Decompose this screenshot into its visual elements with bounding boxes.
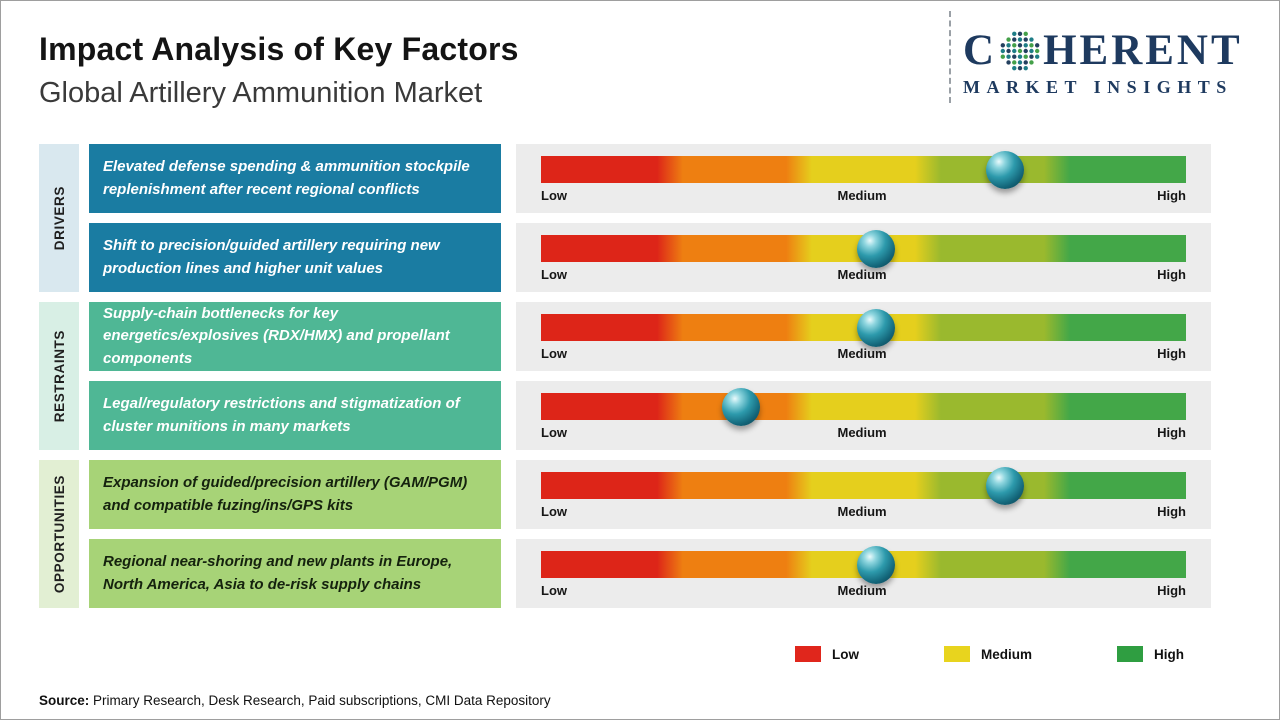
factor-text: Regional near-shoring and new plants in … [89, 539, 501, 608]
impact-bar-area: Low Medium High [516, 223, 1211, 292]
factor-text: Supply-chain bottlenecks for key energet… [89, 302, 501, 371]
scale-medium-label: Medium [837, 346, 887, 361]
scale-labels: Low Medium High [541, 425, 1186, 440]
group-label-drivers: DRIVERS [39, 144, 79, 292]
scale-low-label: Low [541, 504, 567, 519]
brand-logo: C HERENT MARKET INSIGHTS [963, 29, 1263, 98]
impact-analysis-grid: DRIVERS Elevated defense spending & ammu… [39, 144, 1211, 608]
legend-label-high: High [1154, 646, 1184, 662]
impact-gradient-bar [541, 387, 1186, 426]
scale-medium-label: Medium [837, 188, 887, 203]
source-line: Source: Primary Research, Desk Research,… [39, 693, 551, 708]
group-label-text: DRIVERS [51, 185, 67, 251]
impact-gradient-bar [541, 150, 1186, 189]
impact-bar-area: Low Medium High [516, 460, 1211, 529]
legend-swatch-medium [943, 646, 970, 662]
scale-low-label: Low [541, 188, 567, 203]
brand-wordmark: C HERENT [963, 29, 1263, 72]
impact-gradient-bar [541, 229, 1186, 268]
impact-bar-area: Low Medium High [516, 302, 1211, 371]
scale-low-label: Low [541, 346, 567, 361]
page-title: Impact Analysis of Key Factors [39, 31, 519, 67]
brand-suffix: HERENT [1043, 27, 1243, 74]
scale-low-label: Low [541, 425, 567, 440]
brand-tagline: MARKET INSIGHTS [963, 77, 1233, 97]
impact-marker [721, 387, 760, 426]
group-label-opportunities: OPPORTUNITIES [39, 460, 79, 608]
impact-marker [857, 545, 896, 584]
scale-labels: Low Medium High [541, 346, 1186, 361]
impact-bar-area: Low Medium High [516, 539, 1211, 608]
impact-marker [986, 466, 1025, 505]
source-text: Primary Research, Desk Research, Paid su… [89, 693, 551, 708]
header: Impact Analysis of Key Factors Global Ar… [39, 31, 519, 110]
factor-row: Legal/regulatory restrictions and stigma… [89, 381, 1211, 450]
scale-labels: Low Medium High [541, 504, 1186, 519]
group-opportunities: OPPORTUNITIES Expansion of guided/precis… [39, 460, 1211, 608]
scale-medium-label: Medium [837, 267, 887, 282]
factor-row: Expansion of guided/precision artillery … [89, 460, 1211, 529]
scale-high-label: High [1157, 504, 1186, 519]
legend-item-low: Low [794, 646, 859, 662]
scale-high-label: High [1157, 425, 1186, 440]
factor-row: Elevated defense spending & ammunition s… [89, 144, 1211, 213]
factor-text: Legal/regulatory restrictions and stigma… [89, 381, 501, 450]
scale-medium-label: Medium [837, 425, 887, 440]
scale-low-label: Low [541, 583, 567, 598]
impact-marker [857, 229, 896, 268]
impact-marker [857, 308, 896, 347]
brand-prefix: C [963, 27, 998, 74]
scale-labels: Low Medium High [541, 267, 1186, 282]
factor-row: Supply-chain bottlenecks for key energet… [89, 302, 1211, 371]
legend-label-medium: Medium [980, 646, 1032, 662]
impact-gradient-bar [541, 545, 1186, 584]
scale-high-label: High [1157, 346, 1186, 361]
group-label-text: RESTRAINTS [51, 329, 67, 423]
impact-gradient-bar [541, 308, 1186, 347]
group-drivers: DRIVERS Elevated defense spending & ammu… [39, 144, 1211, 292]
factor-text: Elevated defense spending & ammunition s… [89, 144, 501, 213]
legend-item-medium: Medium [943, 646, 1032, 662]
scale-low-label: Low [541, 267, 567, 282]
scale-high-label: High [1157, 583, 1186, 598]
group-label-restraints: RESTRAINTS [39, 302, 79, 450]
scale-high-label: High [1157, 188, 1186, 203]
factor-text: Shift to precision/guided artillery requ… [89, 223, 501, 292]
factor-row: Shift to precision/guided artillery requ… [89, 223, 1211, 292]
impact-bar-area: Low Medium High [516, 144, 1211, 213]
scale-medium-label: Medium [837, 583, 887, 598]
scale-medium-label: Medium [837, 504, 887, 519]
legend-label-low: Low [831, 646, 859, 662]
group-restraints: RESTRAINTS Supply-chain bottlenecks for … [39, 302, 1211, 450]
header-divider [949, 11, 951, 103]
group-label-text: OPPORTUNITIES [51, 474, 67, 594]
impact-marker [986, 150, 1025, 189]
source-label: Source: [39, 693, 90, 708]
legend-item-high: High [1117, 646, 1184, 662]
factor-row: Regional near-shoring and new plants in … [89, 539, 1211, 608]
globe-dots-icon [1000, 31, 1040, 70]
page-subtitle: Global Artillery Ammunition Market [39, 77, 483, 109]
legend-swatch-low [794, 646, 821, 662]
legend: Low Medium High [794, 646, 1184, 662]
factor-text: Expansion of guided/precision artillery … [89, 460, 501, 529]
impact-bar-area: Low Medium High [516, 381, 1211, 450]
scale-high-label: High [1157, 267, 1186, 282]
scale-labels: Low Medium High [541, 188, 1186, 203]
scale-labels: Low Medium High [541, 583, 1186, 598]
impact-gradient-bar [541, 466, 1186, 505]
legend-swatch-high [1117, 646, 1143, 662]
